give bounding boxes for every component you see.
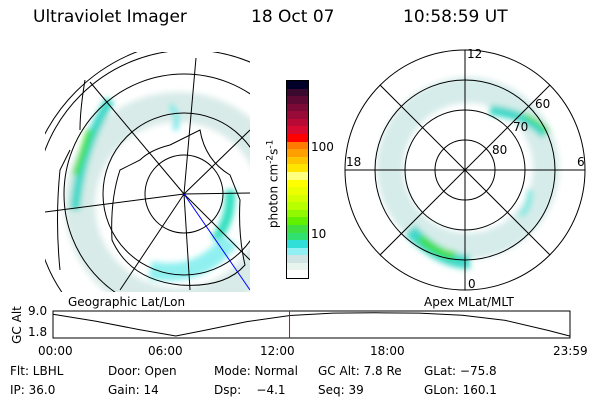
colorbar-swatch [287, 255, 308, 263]
colorbar-swatch [287, 141, 308, 150]
mlt-label-0: 0 [468, 277, 476, 291]
xtick-1200: 12:00 [260, 344, 295, 358]
altitude-curve [52, 312, 570, 337]
colorbar-swatch [287, 81, 308, 89]
info-glat: GLat: −75.8 [424, 364, 497, 378]
altitude-ylabel: GC Alt [10, 306, 24, 344]
colorbar-swatch [287, 262, 308, 271]
colorbar-swatch [287, 96, 308, 104]
info-dsp: Dsp: −4.1 [214, 383, 286, 397]
colorbar [286, 80, 309, 279]
colorbar-swatch [287, 270, 308, 279]
altitude-ytick-min: 1.8 [28, 325, 48, 339]
colorbar-swatch [287, 103, 308, 112]
mag-map-label: Apex MLat/MLT [424, 295, 514, 309]
xtick-0600: 06:00 [148, 344, 183, 358]
magnetic-map [344, 49, 586, 291]
colorbar-tick-100: 100 [311, 140, 334, 154]
colorbar-swatch [287, 224, 308, 233]
colorbar-swatch [287, 179, 308, 188]
colorbar-unit: photon cm [266, 163, 281, 229]
colorbar-swatch [287, 232, 308, 241]
info-ip: IP: 36.0 [10, 383, 56, 397]
sun-direction-line [183, 193, 250, 291]
mlt-label-18: 18 [346, 155, 362, 169]
colorbar-swatch [287, 88, 308, 97]
info-door: Door: Open [108, 364, 177, 378]
geo-map-label: Geographic Lat/Lon [68, 295, 186, 309]
colorbar-swatch [287, 202, 308, 210]
colorbar-swatch [287, 149, 308, 157]
colorbar-unit2: s [266, 148, 281, 155]
info-seq: Seq: 39 [318, 383, 364, 397]
lat-label-70: 70 [513, 120, 529, 134]
colorbar-swatch [287, 171, 308, 180]
mag-aurora [377, 77, 559, 269]
instrument-title: Ultraviolet Imager [33, 7, 187, 27]
xtick-1800: 18:00 [370, 344, 405, 358]
mlt-label-6: 6 [577, 155, 585, 169]
colorbar-swatch [287, 217, 308, 225]
colorbar-swatch [287, 187, 308, 195]
time-label: 10:58:59 UT [403, 7, 508, 27]
mlt-label-12: 12 [467, 47, 483, 61]
info-gc-alt: GC Alt: 7.8 Re [318, 364, 402, 378]
colorbar-swatch [287, 118, 308, 127]
colorbar-exp1: -2 [265, 154, 276, 164]
geo-aurora [65, 92, 250, 292]
xtick-0000: 00:00 [38, 344, 73, 358]
colorbar-swatch [287, 156, 308, 165]
altitude-plot [52, 310, 571, 339]
colorbar-swatch [287, 240, 308, 248]
info-gain: Gain: 14 [108, 383, 159, 397]
colorbar-swatch [287, 164, 308, 172]
info-filter: Flt: LBHL [10, 364, 64, 378]
xtick-2359: 23:59 [553, 344, 588, 358]
geo-grid [45, 52, 250, 292]
colorbar-tick-10: 10 [311, 227, 327, 241]
info-glon: GLon: 160.1 [424, 383, 497, 397]
colorbar-swatch [287, 134, 308, 142]
lat-label-60: 60 [535, 97, 551, 111]
colorbar-swatch [287, 209, 308, 218]
colorbar-exp2: -1 [265, 139, 276, 149]
colorbar-swatch [287, 126, 308, 135]
lat-label-80: 80 [492, 143, 508, 157]
info-mode: Mode: Normal [214, 364, 298, 378]
date-label: 18 Oct 07 [251, 7, 335, 27]
colorbar-swatch [287, 111, 308, 119]
altitude-ytick-max: 9.0 [28, 304, 48, 318]
colorbar-swatch [287, 194, 308, 203]
colorbar-label: photon cm-2s-1 [252, 127, 295, 257]
colorbar-swatch [287, 247, 308, 256]
